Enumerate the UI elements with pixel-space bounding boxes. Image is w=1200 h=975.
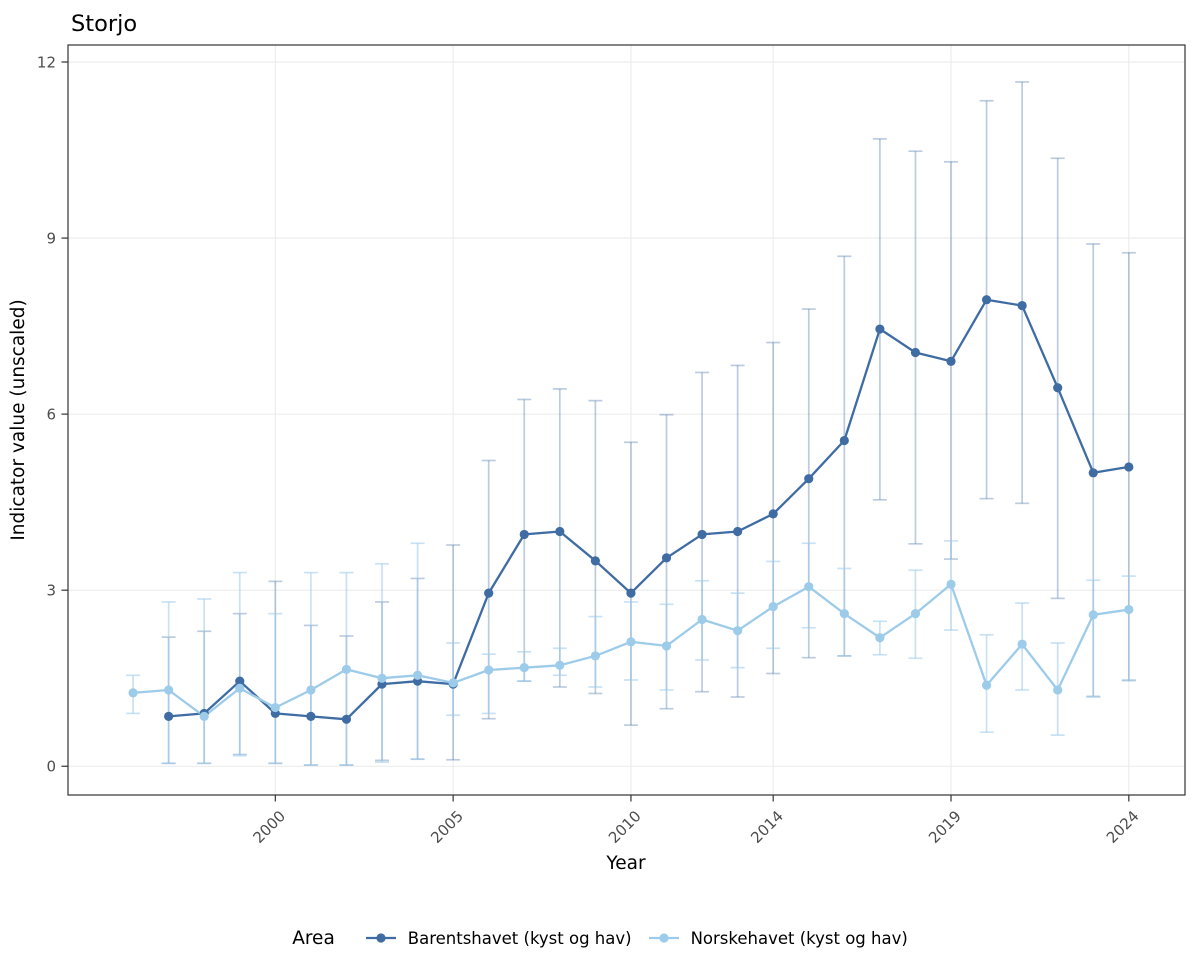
data-point [946, 356, 956, 366]
data-point [804, 474, 814, 484]
y-tick-label: 0 [46, 758, 56, 776]
x-tick-label: 2010 [605, 807, 645, 847]
data-point [590, 556, 600, 566]
y-tick-label: 9 [46, 230, 56, 248]
data-point [590, 651, 600, 661]
data-point [875, 324, 885, 334]
data-point [484, 588, 494, 598]
data-point [1017, 639, 1027, 649]
chart-title: Storjo [71, 11, 137, 37]
data-point [1124, 604, 1134, 615]
data-point [981, 680, 992, 690]
data-point [235, 676, 245, 686]
data-point [235, 683, 245, 693]
data-point [164, 685, 174, 695]
data-point [270, 702, 280, 713]
data-point [661, 553, 672, 563]
plot-area: 0 3 6 9 12 2000 2005 2010 2014 2019 2024 [37, 45, 1185, 847]
data-point [626, 588, 636, 598]
data-point [519, 663, 529, 673]
data-point [910, 609, 921, 619]
data-point [306, 711, 316, 721]
chart-canvas: Storjo 0 3 6 9 12 2000 2005 2010 2014 2019 2024 Ye… [8, 11, 1186, 874]
x-tick-label: 2000 [249, 807, 289, 847]
legend-key-dot [376, 933, 386, 943]
data-point [199, 711, 209, 721]
legend-label-barentshavet: Barentshavet (kyst og hav) [407, 928, 632, 948]
y-tick-label: 3 [46, 582, 56, 600]
data-points-series-1 [128, 579, 1134, 721]
x-tick-label: 2014 [747, 807, 787, 847]
data-point [981, 295, 992, 305]
data-point [1053, 685, 1063, 695]
data-point [839, 609, 849, 619]
data-point [839, 435, 849, 446]
legend-item-norskehavet: Norskehavet (kyst og hav) [646, 927, 908, 949]
data-point [768, 602, 778, 612]
data-points-series-0 [164, 295, 1134, 724]
data-point [341, 664, 352, 675]
data-point [697, 614, 707, 625]
legend-key-line-dot-icon [648, 933, 679, 943]
data-point [661, 641, 672, 651]
error-bars-series-0 [161, 81, 1136, 766]
data-point [306, 685, 316, 695]
data-point [448, 678, 458, 688]
x-tick-label: 2024 [1103, 807, 1143, 847]
data-point [875, 633, 885, 643]
data-point [768, 509, 778, 519]
data-point [1088, 610, 1098, 620]
legend-title: Area [292, 927, 335, 949]
legend-item-barentshavet: Barentshavet (kyst og hav) [363, 927, 632, 949]
data-point [555, 660, 565, 670]
data-point [519, 529, 529, 540]
x-tick-label: 2005 [427, 807, 467, 847]
data-point [733, 626, 743, 636]
data-point [1017, 300, 1027, 311]
data-point [128, 688, 138, 698]
data-point [1053, 383, 1063, 393]
data-point [412, 670, 423, 680]
legend-key-dot [658, 933, 669, 943]
legend-key-line-dot-icon [365, 933, 396, 943]
plot-panel-border [67, 44, 1186, 796]
data-point [804, 582, 814, 592]
data-point [910, 347, 921, 358]
data-point [377, 673, 387, 683]
y-tick-label: 12 [37, 54, 56, 72]
data-point [1124, 462, 1134, 472]
data-point [733, 526, 743, 537]
data-point [164, 711, 174, 721]
legend: Area Barentshavet (kyst og hav) Norskeha… [0, 920, 1200, 956]
series-line-0 [167, 298, 1130, 721]
data-point [555, 526, 565, 537]
x-axis-title: Year [605, 853, 646, 874]
x-tick-label: 2019 [925, 807, 965, 847]
legend-label-norskehavet: Norskehavet (kyst og hav) [690, 928, 908, 948]
y-axis-title: Indicator value (unscaled) [8, 299, 29, 540]
data-point [946, 579, 956, 589]
data-point [697, 529, 707, 540]
data-point [484, 665, 494, 675]
y-tick-label: 6 [46, 406, 56, 424]
data-point [1088, 468, 1098, 478]
data-point [626, 637, 636, 647]
data-point [341, 714, 352, 724]
